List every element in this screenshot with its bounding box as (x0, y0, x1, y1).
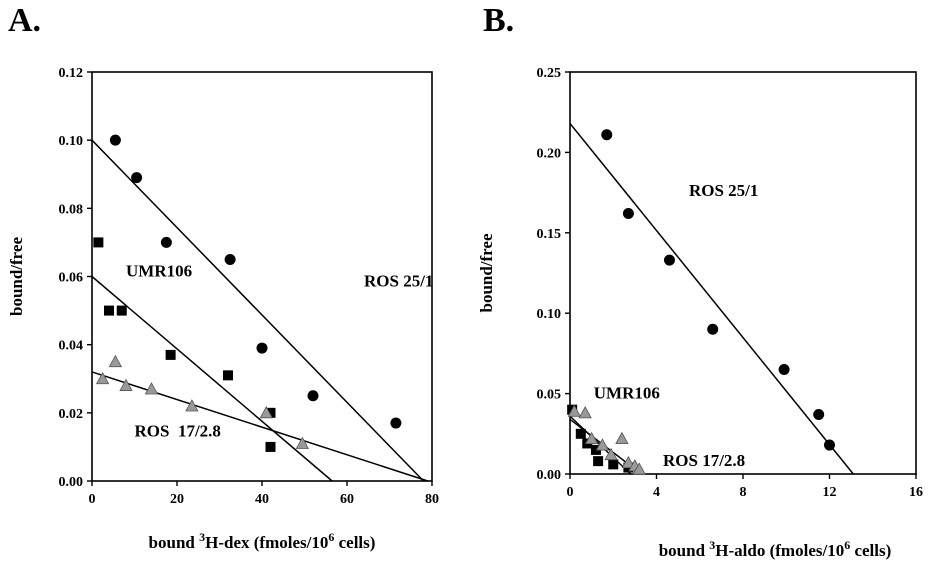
y-tick-label: 0.10 (537, 307, 562, 322)
y-tick-label: 0.00 (537, 468, 562, 483)
x-tick-label: 40 (255, 492, 269, 507)
chart-a: 0.00 0.02 0.04 0.06 0.08 0.10 0.12 0 20 40 60 80 bou… (7, 66, 439, 552)
point-umr106 (593, 456, 604, 467)
x-tick-label: 12 (823, 485, 837, 500)
point-ros-17-2-8 (578, 406, 592, 419)
fit-line-ros-25-1 (91, 139, 425, 482)
y-axis-label: bound/free (7, 237, 26, 316)
y-tick-label: 0.12 (59, 66, 84, 81)
series-annotation: ROS 17/2.8 (135, 422, 221, 441)
point-ros-17-2-8 (615, 431, 629, 445)
point-ros-17-2-8 (621, 455, 636, 469)
point-ros-17-2-8 (584, 431, 599, 445)
point-ros-25-1 (256, 342, 268, 354)
point-ros-25-1 (109, 134, 121, 146)
point-umr106 (265, 407, 276, 418)
point-ros-25-1 (663, 254, 675, 266)
point-ros-17-2-8 (259, 405, 273, 419)
point-ros-25-1 (390, 417, 402, 429)
y-axis-label: bound/free (477, 233, 496, 312)
point-umr106 (223, 370, 233, 381)
point-ros-25-1 (707, 323, 719, 335)
point-ros-25-1 (601, 129, 613, 141)
point-ros-25-1 (824, 439, 835, 451)
y-tick-label: 0.10 (59, 134, 84, 149)
y-tick-label: 0.25 (537, 66, 562, 81)
point-umr106 (575, 428, 586, 439)
point-ros-17-2-8 (144, 382, 159, 395)
point-umr106 (165, 349, 176, 360)
point-ros-17-2-8 (95, 371, 110, 385)
plot-frame (569, 71, 917, 475)
series-annotation: ROS 17/2.8 (663, 451, 745, 470)
point-ros-25-1 (160, 236, 172, 248)
y-tick-label: 0.02 (59, 407, 84, 422)
point-ros-25-1 (131, 172, 143, 184)
point-umr106 (265, 441, 276, 452)
point-ros-17-2-8 (595, 438, 610, 451)
y-tick-label: 0.06 (59, 271, 84, 286)
series-annotation: UMR106 (594, 383, 660, 402)
point-umr106 (104, 305, 114, 316)
y-tick-label: 0.05 (537, 388, 562, 403)
fit-line-ros-25-1 (569, 122, 854, 475)
point-umr106 (116, 305, 127, 316)
x-tick-label: 8 (740, 485, 747, 500)
x-tick-label: 0 (567, 485, 574, 500)
x-tick-label: 20 (170, 492, 184, 507)
point-ros-17-2-8 (632, 462, 646, 475)
point-ros-25-1 (307, 390, 319, 402)
point-ros-25-1 (224, 253, 236, 265)
x-tick-label: 0 (89, 492, 96, 507)
point-ros-25-1 (813, 409, 825, 421)
x-axis-label: bound 3H-aldo (fmoles/106 cells) (659, 538, 892, 560)
chart-b: 0.00 0.05 0.10 0.15 0.20 0.25 0 4 8 12 16 bound/fre… (477, 66, 923, 560)
point-ros-17-2-8 (185, 399, 199, 412)
point-umr106 (93, 237, 104, 248)
y-tick-label: 0.00 (59, 475, 84, 490)
x-tick-label: 16 (909, 485, 923, 500)
series-annotation: UMR106 (126, 262, 192, 281)
point-ros-17-2-8 (567, 404, 581, 417)
y-tick-label: 0.15 (537, 227, 562, 242)
y-tick-label: 0.08 (59, 202, 84, 217)
x-tick-label: 80 (425, 492, 439, 507)
point-ros-17-2-8 (295, 436, 310, 449)
series-annotation: ROS 25/1 (364, 272, 433, 291)
point-umr106 (590, 444, 601, 455)
point-ros-17-2-8 (604, 447, 618, 461)
point-ros-17-2-8 (108, 354, 123, 368)
fit-line-umr106 (91, 275, 333, 482)
x-axis-label: bound 3H-dex (fmoles/106 cells) (149, 530, 376, 552)
panel-b-letter: B. (483, 2, 515, 39)
point-ros-17-2-8 (119, 378, 133, 391)
y-tick-label: 0.04 (59, 339, 84, 354)
panel-a-letter: A. (8, 2, 42, 39)
y-tick-label: 0.20 (537, 146, 562, 161)
point-umr106 (608, 459, 619, 470)
point-ros-25-1 (622, 208, 634, 220)
point-ros-25-1 (778, 363, 790, 375)
series-annotation: ROS 25/1 (689, 181, 758, 200)
x-tick-label: 60 (340, 492, 354, 507)
x-tick-label: 4 (653, 485, 660, 500)
